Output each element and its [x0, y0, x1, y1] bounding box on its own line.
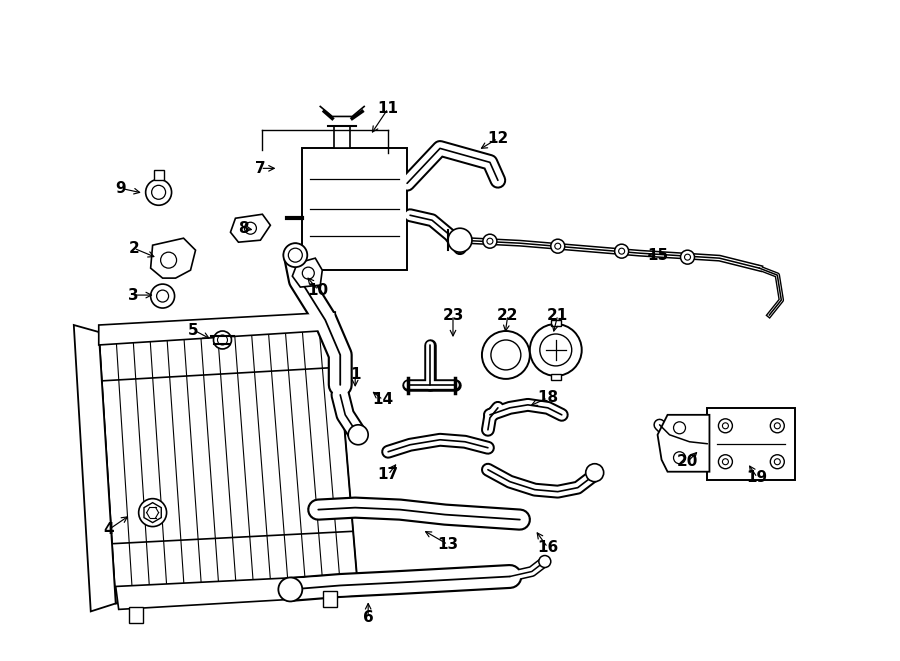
- Polygon shape: [230, 214, 270, 242]
- Bar: [154, 171, 164, 180]
- Circle shape: [245, 222, 256, 234]
- Circle shape: [718, 455, 733, 469]
- Circle shape: [139, 498, 166, 527]
- Circle shape: [448, 228, 472, 252]
- Text: 4: 4: [104, 522, 114, 537]
- Text: 18: 18: [537, 391, 558, 405]
- Polygon shape: [99, 318, 358, 603]
- Bar: [323, 592, 338, 607]
- Circle shape: [278, 578, 302, 602]
- Circle shape: [482, 331, 530, 379]
- Circle shape: [685, 254, 690, 260]
- Text: 15: 15: [647, 248, 668, 262]
- Circle shape: [680, 250, 695, 264]
- Text: 16: 16: [537, 540, 558, 555]
- Text: 1: 1: [350, 368, 360, 383]
- Circle shape: [586, 464, 604, 482]
- Polygon shape: [658, 415, 709, 472]
- Circle shape: [770, 419, 784, 433]
- Circle shape: [157, 290, 168, 302]
- Circle shape: [288, 248, 302, 262]
- Text: 6: 6: [363, 610, 374, 625]
- Text: 21: 21: [547, 307, 569, 323]
- Circle shape: [146, 179, 172, 206]
- Circle shape: [723, 423, 728, 429]
- Bar: [707, 408, 796, 480]
- Text: 11: 11: [378, 101, 399, 116]
- Polygon shape: [74, 325, 116, 611]
- Circle shape: [483, 234, 497, 248]
- Polygon shape: [116, 574, 358, 609]
- Text: 17: 17: [378, 467, 399, 482]
- Text: 14: 14: [373, 393, 393, 407]
- Circle shape: [487, 238, 493, 244]
- Circle shape: [554, 243, 561, 249]
- Text: 13: 13: [437, 537, 459, 552]
- Bar: [334, 126, 350, 148]
- Text: 22: 22: [497, 307, 518, 323]
- Polygon shape: [144, 502, 161, 523]
- Text: 2: 2: [129, 241, 139, 256]
- Circle shape: [551, 239, 565, 253]
- Circle shape: [618, 248, 625, 254]
- Bar: [551, 374, 561, 380]
- Polygon shape: [292, 258, 322, 287]
- Bar: [302, 148, 407, 270]
- Circle shape: [491, 340, 521, 370]
- Circle shape: [302, 267, 314, 279]
- Bar: [129, 607, 142, 623]
- Text: 5: 5: [188, 323, 199, 338]
- Text: 10: 10: [308, 283, 328, 297]
- Circle shape: [540, 334, 572, 366]
- Text: 19: 19: [747, 470, 768, 485]
- Circle shape: [774, 423, 780, 429]
- Circle shape: [774, 459, 780, 465]
- Circle shape: [348, 425, 368, 445]
- Circle shape: [218, 335, 228, 345]
- Circle shape: [160, 252, 176, 268]
- Circle shape: [284, 243, 307, 267]
- Circle shape: [150, 284, 175, 308]
- Circle shape: [673, 422, 686, 434]
- Text: 12: 12: [487, 131, 508, 146]
- Circle shape: [615, 244, 628, 258]
- Circle shape: [530, 324, 581, 376]
- Polygon shape: [150, 238, 195, 278]
- Text: 20: 20: [677, 454, 698, 469]
- Polygon shape: [99, 312, 335, 345]
- Circle shape: [151, 185, 166, 199]
- Circle shape: [213, 331, 231, 349]
- Text: 9: 9: [115, 181, 126, 196]
- Text: 23: 23: [442, 307, 464, 323]
- Circle shape: [723, 459, 728, 465]
- Text: 7: 7: [255, 161, 266, 176]
- Circle shape: [539, 555, 551, 568]
- Text: 3: 3: [129, 288, 139, 303]
- Circle shape: [673, 451, 686, 464]
- Text: 8: 8: [238, 221, 248, 236]
- Circle shape: [770, 455, 784, 469]
- Circle shape: [718, 419, 733, 433]
- Bar: [551, 320, 561, 326]
